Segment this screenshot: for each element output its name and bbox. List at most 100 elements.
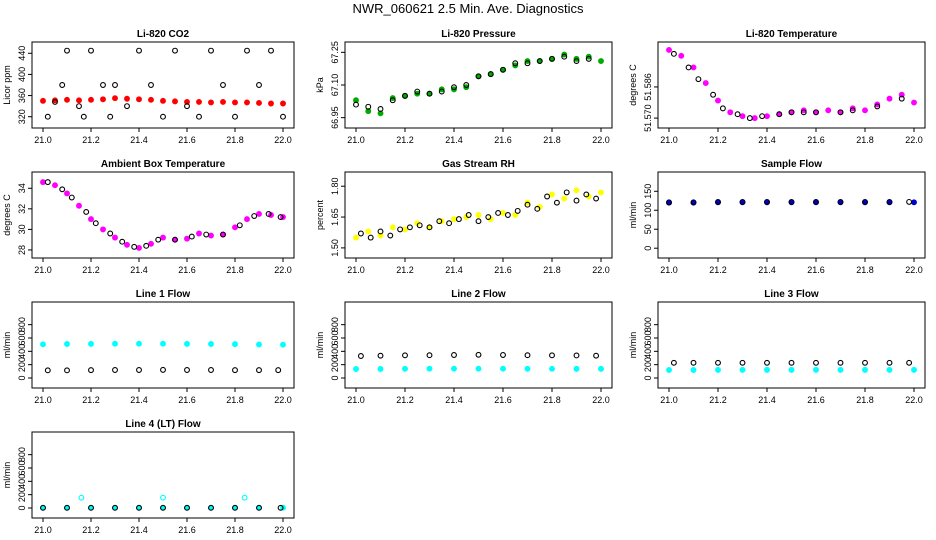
data-point [690, 199, 697, 206]
data-point [64, 47, 70, 54]
data-point [451, 84, 457, 91]
y-tick-label: 51.570 [643, 104, 653, 132]
plot-title: Li-820 Pressure [441, 29, 516, 40]
data-point [172, 47, 178, 54]
data-point [256, 211, 262, 217]
data-point [685, 64, 692, 71]
data-point [585, 55, 592, 62]
x-tick-label: 22.0 [592, 395, 610, 405]
data-point [136, 47, 142, 54]
x-tick-label: 21.8 [856, 265, 874, 275]
x-tick-label: 21.8 [856, 135, 874, 145]
data-point [88, 96, 94, 103]
plot-frame [344, 301, 613, 389]
data-point [196, 113, 202, 120]
x-tick-label: 21.4 [445, 135, 463, 145]
x-tick-label: 21.6 [494, 265, 512, 275]
plot-title: Line 3 Flow [764, 289, 819, 300]
data-point [561, 195, 568, 202]
data-point [160, 366, 166, 373]
data-point [475, 73, 482, 80]
x-tick-label: 21.0 [34, 525, 52, 535]
data-point [512, 212, 519, 218]
data-point [268, 47, 274, 54]
plot-title: Line 1 Flow [136, 289, 191, 300]
data-point [451, 216, 457, 223]
data-point [500, 66, 506, 73]
data-point [88, 216, 94, 223]
x-tick-label: 21.0 [347, 135, 365, 145]
data-point [78, 494, 85, 501]
data-point [734, 111, 741, 118]
data-point [862, 366, 868, 373]
x-tick-label: 21.2 [709, 265, 727, 275]
data-point [64, 341, 70, 347]
data-point [124, 95, 130, 102]
data-point [365, 103, 372, 110]
data-point [813, 366, 819, 373]
x-tick-label: 21.2 [82, 265, 100, 275]
y-axis-label: ml/min [2, 462, 12, 489]
data-point [76, 202, 82, 209]
y-tick-label: 100 [643, 203, 653, 218]
data-point [678, 52, 685, 59]
data-point [598, 365, 604, 372]
data-point [59, 186, 66, 193]
data-point [220, 82, 226, 88]
data-point [92, 220, 99, 227]
data-point [232, 367, 238, 374]
data-point [377, 352, 384, 359]
data-point [702, 80, 709, 87]
data-point [402, 352, 408, 359]
data-point [208, 504, 214, 511]
data-point [244, 99, 250, 106]
data-point [487, 71, 494, 78]
data-point [414, 88, 421, 95]
data-point [184, 340, 190, 347]
x-tick-label: 21.6 [807, 265, 825, 275]
y-tick-label: 66.95 [330, 106, 340, 129]
data-point [208, 47, 214, 54]
plot-frame [31, 301, 295, 389]
x-tick-label: 22.0 [274, 525, 292, 535]
x-tick-label: 21.2 [396, 135, 414, 145]
data-point [739, 359, 746, 366]
data-point [172, 236, 178, 243]
data-point [436, 218, 443, 225]
y-axis-label: Licor ppm [2, 65, 12, 105]
data-point [862, 107, 868, 114]
y-tick-label: 600 [17, 460, 27, 475]
x-tick-label: 22.0 [274, 395, 292, 405]
y-tick-label: 400 [330, 344, 340, 359]
data-point [256, 367, 262, 374]
plot-frame [657, 41, 926, 129]
data-point [80, 113, 87, 120]
y-tick-label: 200 [17, 487, 27, 502]
data-point [475, 212, 482, 218]
data-point [131, 243, 138, 250]
data-point [76, 103, 82, 110]
data-point [886, 198, 893, 205]
y-tick-label: 0 [17, 375, 27, 380]
data-point [265, 211, 272, 217]
x-tick-label: 21.4 [758, 135, 776, 145]
y-tick-label: 400 [643, 344, 653, 359]
x-tick-label: 22.0 [905, 265, 923, 275]
data-point [112, 367, 118, 373]
data-point [583, 191, 590, 198]
data-point [715, 198, 721, 205]
data-point [160, 234, 166, 241]
data-point [232, 99, 238, 106]
data-point [208, 99, 214, 106]
data-point [76, 97, 82, 104]
data-point [426, 352, 433, 359]
data-point [837, 198, 844, 205]
data-point [406, 224, 413, 231]
data-point [124, 241, 130, 248]
data-point [172, 98, 178, 105]
data-point [184, 235, 190, 242]
x-tick-label: 21.2 [709, 395, 727, 405]
data-point [244, 216, 250, 223]
y-tick-label: 0 [17, 505, 27, 510]
